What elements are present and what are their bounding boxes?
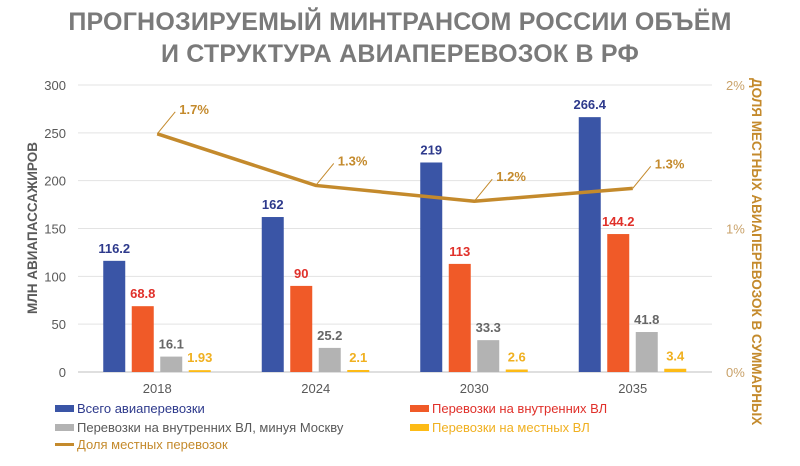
legend-label: Перевозки на местных ВЛ <box>432 420 590 435</box>
bar <box>635 332 658 372</box>
data-label: 144.2 <box>602 214 635 229</box>
legend-item: Перевозки на внутренних ВЛ, минуя Москву <box>55 420 343 435</box>
data-label: 16.1 <box>159 337 184 352</box>
bar <box>347 369 370 372</box>
y-tick-label: 50 <box>52 317 66 332</box>
y2-axis-label: ДОЛЯ МЕСТНЫХ АВИАПЕРЕВОЗОК В СУММАРНЫХ <box>749 78 764 425</box>
bar <box>505 369 528 372</box>
legend-label: Всего авиаперевозки <box>77 401 205 416</box>
data-label: 113 <box>449 244 470 259</box>
y2-tick-label: 0% <box>726 365 745 380</box>
y-tick-label: 0 <box>59 365 66 380</box>
bar <box>664 368 687 372</box>
data-label: 2.1 <box>349 350 367 365</box>
chart-title-line2: И СТРУКТУРА АВИАПЕРЕВОЗОК В РФ <box>160 40 640 68</box>
legend-swatch <box>55 405 74 412</box>
data-label: 1.93 <box>187 350 212 365</box>
data-label: 90 <box>294 266 308 281</box>
data-label: 41.8 <box>634 312 659 327</box>
legend-swatch <box>55 424 74 431</box>
data-label: 162 <box>262 197 284 212</box>
legend-label: Перевозки на внутренних ВЛ <box>432 401 608 416</box>
bar <box>477 340 500 372</box>
bar <box>607 234 630 372</box>
leader-line <box>156 111 176 135</box>
data-label: 116.2 <box>98 241 130 256</box>
data-label: 266.4 <box>573 97 606 112</box>
bar <box>160 356 183 372</box>
bar <box>318 347 341 372</box>
y2-tick-label: 1% <box>726 222 745 237</box>
share-line <box>156 132 633 203</box>
y-axis-label: МЛН АВИАПАССАЖИРОВ <box>25 142 40 314</box>
legend-label: Доля местных перевозок <box>77 437 228 452</box>
line-data-label: 1.7% <box>179 102 209 117</box>
bar <box>448 263 471 372</box>
bar <box>290 285 313 372</box>
data-label: 68.8 <box>130 286 155 301</box>
legend-item: Всего авиаперевозки <box>55 401 205 416</box>
legend-item: Доля местных перевозок <box>55 437 228 452</box>
y-tick-label: 250 <box>44 126 66 141</box>
leader-line <box>632 166 652 189</box>
y-tick-label: 300 <box>44 78 66 93</box>
x-tick-label: 2024 <box>301 381 330 396</box>
y2-tick-label: 2% <box>726 78 745 93</box>
legend-swatch <box>410 424 429 431</box>
line-data-label: 1.3% <box>655 156 685 171</box>
y-tick-label: 150 <box>44 222 66 237</box>
line-data-label: 1.2% <box>496 169 526 184</box>
legend-swatch <box>410 405 429 412</box>
data-label: 219 <box>420 142 442 157</box>
data-label: 25.2 <box>317 328 342 343</box>
x-tick-label: 2035 <box>618 381 647 396</box>
y-tick-label: 100 <box>44 269 66 284</box>
data-label: 2.6 <box>508 350 526 365</box>
data-label: 3.4 <box>666 349 685 364</box>
bar <box>188 370 211 372</box>
y-tick-label: 200 <box>44 174 66 189</box>
line-data-label: 1.3% <box>338 153 368 168</box>
bar <box>261 217 284 372</box>
legend-label: Перевозки на внутренних ВЛ, минуя Москву <box>77 420 344 435</box>
bar <box>131 306 154 372</box>
x-tick-label: 2018 <box>143 381 172 396</box>
legend-item: Перевозки на местных ВЛ <box>410 420 590 435</box>
chart-title-line1: ПРОГНОЗИРУЕМЫЙ МИНТРАНСОМ РОССИИ ОБЪЁМ <box>68 8 732 36</box>
bar <box>578 117 601 372</box>
leader-line <box>315 163 335 186</box>
leader-line <box>473 178 493 202</box>
legend-item: Перевозки на внутренних ВЛ <box>410 401 607 416</box>
x-tick-label: 2030 <box>460 381 489 396</box>
bar <box>420 162 443 372</box>
bar <box>103 260 126 372</box>
data-label: 33.3 <box>476 320 501 335</box>
legend-swatch <box>55 443 74 446</box>
